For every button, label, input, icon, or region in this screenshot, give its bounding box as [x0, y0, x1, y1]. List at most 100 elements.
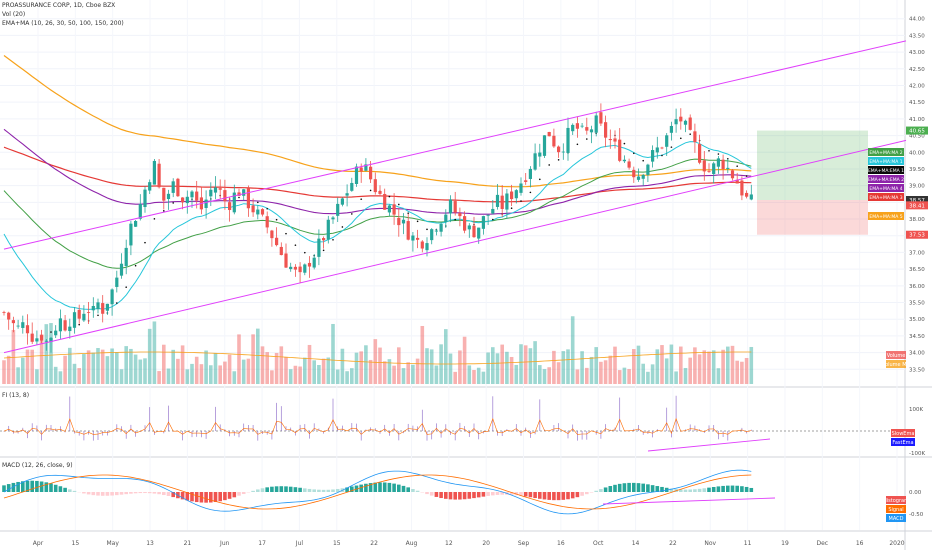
volume-bar: [472, 370, 476, 384]
macd-histogram-bar: [585, 492, 589, 494]
volume-bar: [77, 368, 81, 384]
macd-histogram-bar: [303, 488, 307, 492]
volume-bar: [256, 329, 260, 384]
candle-body: [143, 190, 146, 207]
candle-body: [284, 254, 287, 268]
volume-bar: [327, 358, 331, 384]
candle-body: [299, 267, 302, 273]
volume-bar: [101, 350, 105, 384]
candle-body: [440, 224, 443, 232]
candle-body: [740, 181, 743, 196]
macd-histogram-bar: [139, 492, 143, 493]
macd-histogram-bar: [392, 484, 396, 492]
candle-body: [632, 170, 635, 177]
candle-body: [317, 239, 320, 257]
macd-histogram-bar: [646, 484, 650, 492]
macd-histogram-bar: [115, 492, 119, 495]
price-tick-label: 35.00: [909, 317, 925, 323]
ema-10-dot: [708, 150, 710, 152]
candle-body: [308, 263, 311, 267]
candle-body: [534, 153, 537, 169]
candle-body: [26, 325, 29, 333]
ema-10-dot: [680, 137, 682, 139]
macd-histogram-bar: [557, 492, 561, 500]
volume-bar: [364, 345, 368, 384]
price-badge-label: 37.53: [909, 233, 925, 239]
candle-body: [425, 243, 428, 250]
volume-bar: [651, 364, 655, 384]
ema-10-dot: [389, 196, 391, 198]
macd-histogram-bar: [82, 492, 86, 493]
macd-histogram-bar: [731, 486, 735, 492]
volume-bar: [609, 356, 613, 384]
candle-body: [543, 135, 546, 156]
volume-bar: [510, 357, 514, 384]
macd-histogram-bar: [237, 492, 241, 496]
volume-bar: [303, 358, 307, 384]
volume-bar: [515, 365, 519, 384]
fi-legend-label: FastEma: [892, 440, 913, 446]
ema-10-dot: [304, 252, 306, 254]
volume-bar: [482, 372, 486, 384]
macd-histogram-bar: [721, 486, 725, 492]
macd-histogram-bar: [449, 492, 453, 499]
time-tick-label: 16: [557, 540, 565, 547]
candle-body: [519, 183, 522, 192]
macd-histogram-bar: [609, 486, 613, 492]
macd-histogram-bar: [411, 489, 415, 492]
candle-body: [496, 195, 499, 207]
candle-body: [78, 310, 81, 319]
macd-histogram-bar: [698, 489, 702, 492]
volume-bar: [68, 348, 72, 384]
macd-histogram-bar: [233, 492, 237, 497]
candle-body: [186, 197, 189, 203]
candle-body: [289, 267, 292, 269]
volume-bar: [670, 345, 674, 384]
volume-bar: [54, 367, 58, 384]
candle-body: [548, 132, 551, 136]
ema-ma-badge-label: EMA+MA:MA 3: [869, 195, 902, 201]
macd-histogram-bar: [228, 492, 232, 499]
macd-histogram-bar: [195, 492, 199, 502]
candle-body: [416, 238, 419, 240]
volume-bar: [416, 359, 420, 384]
candle-body: [623, 160, 626, 161]
macd-histogram-bar: [496, 492, 500, 495]
macd-histogram-bar: [92, 492, 96, 495]
volume-bar: [740, 362, 744, 384]
macd-histogram-bar: [547, 492, 551, 500]
candle-body: [12, 320, 15, 323]
volume-bar: [110, 348, 114, 384]
macd-histogram-bar: [524, 492, 528, 496]
macd-histogram-bar: [298, 488, 302, 492]
candle-body: [341, 198, 344, 204]
time-tick-label: 20: [482, 540, 490, 547]
macd-histogram-bar: [87, 492, 91, 494]
macd-histogram-bar: [482, 492, 486, 497]
macd-histogram-bar: [251, 491, 255, 492]
candle-body: [327, 220, 330, 240]
price-badge-label: 38.41: [909, 203, 925, 209]
candle-body: [430, 229, 433, 240]
position-zones[interactable]: [757, 131, 868, 235]
macd-histogram-bar: [599, 489, 603, 492]
candle-body: [280, 247, 283, 255]
candle-body: [205, 200, 208, 208]
ema-10-dot: [586, 138, 588, 140]
candle-body: [656, 147, 659, 152]
macd-histogram-bar: [618, 484, 622, 492]
volume-bar: [529, 348, 533, 384]
candle-body: [576, 123, 579, 129]
macd-histogram-bar: [477, 492, 481, 497]
volume-bar: [411, 365, 415, 384]
volume-bar: [557, 362, 561, 384]
ema-ma-badge-label: EMA+MA:MA 1: [869, 159, 902, 165]
volume-bar: [134, 355, 138, 384]
ema-10-dot: [342, 226, 344, 228]
volume-bar: [275, 353, 279, 384]
candle-body: [96, 302, 99, 309]
candle-body: [181, 197, 184, 202]
candle-body: [585, 127, 588, 131]
time-tick-label: 13: [146, 540, 154, 547]
macd-histogram-bar: [416, 491, 420, 492]
